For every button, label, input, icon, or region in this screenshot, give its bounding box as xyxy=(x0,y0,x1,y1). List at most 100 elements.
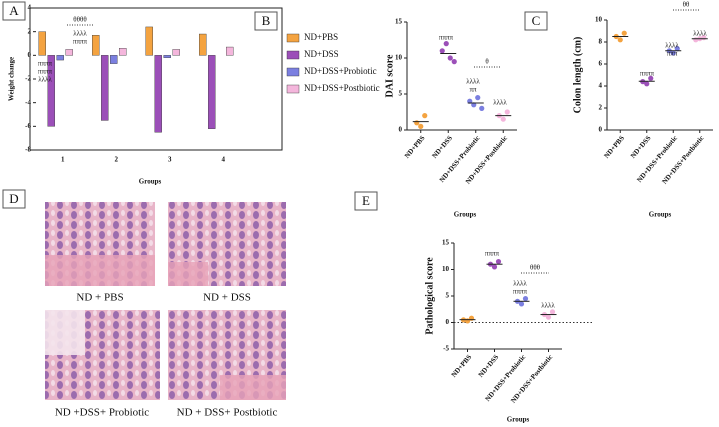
legend-swatch xyxy=(286,50,300,60)
panel-label-box xyxy=(2,1,26,21)
y-axis-title: Weight change xyxy=(8,57,16,101)
data-point xyxy=(504,109,510,115)
panel-label-box xyxy=(2,189,26,209)
histology-muscle xyxy=(45,255,155,286)
y-tick-label: 10 xyxy=(395,54,403,62)
y-tick-label: 6 xyxy=(599,60,603,68)
x-tick-label: ND+DSS xyxy=(629,134,653,160)
panel-label-box xyxy=(254,11,278,31)
panel-label-box xyxy=(524,11,548,31)
x-tick-label: ND+PBS xyxy=(450,353,474,379)
bar xyxy=(208,55,216,129)
data-point xyxy=(674,46,680,52)
significance-label: θ xyxy=(485,58,489,66)
x-tick-label: 3 xyxy=(168,156,172,164)
y-tick-label: 0 xyxy=(599,126,603,134)
bar xyxy=(145,26,153,56)
y-tick-label: 10 xyxy=(442,265,450,273)
legend-label: ND+DSS+Postbiotic xyxy=(304,83,380,93)
significance-label: ππππ xyxy=(38,68,53,76)
significance-label: λλλλ xyxy=(693,30,707,38)
x-tick-label: 1 xyxy=(61,156,65,164)
data-point xyxy=(479,105,485,111)
data-point xyxy=(495,258,502,265)
significance-label: ππππ xyxy=(73,38,88,46)
significance-label: λλλλ xyxy=(541,302,555,310)
panel-label: A xyxy=(9,3,19,18)
image-caption: ND +DSS+ Probiotic xyxy=(55,407,149,419)
significance-label: ππ xyxy=(469,86,477,94)
bar xyxy=(172,49,180,56)
bar xyxy=(47,55,55,127)
y-tick-label: -2 xyxy=(25,75,31,83)
significance-label: θθθ xyxy=(530,264,541,272)
bar xyxy=(38,31,46,56)
data-point xyxy=(670,50,676,56)
y-tick-label: 0 xyxy=(399,126,403,134)
significance-label: λλλλ xyxy=(493,99,507,107)
data-point xyxy=(491,264,498,270)
y-axis-title: Colon length (cm) xyxy=(572,37,583,114)
bar xyxy=(110,55,118,64)
bar xyxy=(119,48,127,56)
data-point xyxy=(422,113,428,119)
y-tick-label: 0 xyxy=(446,318,450,326)
x-axis-title: Groups xyxy=(454,211,477,219)
data-point xyxy=(648,75,654,81)
data-point xyxy=(475,95,481,101)
y-tick-label: 2 xyxy=(599,104,603,112)
significance-label: ππππ xyxy=(513,288,528,296)
data-point xyxy=(439,48,445,54)
legend-swatch xyxy=(286,67,300,77)
y-tick-label: 10 xyxy=(595,16,603,24)
legend-label: ND+PBS xyxy=(304,32,338,42)
histology-muscle xyxy=(220,375,286,400)
significance-label: θθθθ xyxy=(73,16,87,24)
y-tick-label: 5 xyxy=(399,90,403,98)
y-axis-title: DAI score xyxy=(384,54,395,97)
significance-label: πππ xyxy=(667,50,678,58)
y-tick-label: 15 xyxy=(395,18,403,26)
bar xyxy=(92,35,100,56)
y-axis-title: Pathological score xyxy=(424,257,435,335)
panel-label: C xyxy=(532,13,541,28)
bar xyxy=(163,55,171,58)
bar xyxy=(101,55,109,121)
significance-label: λλλλ xyxy=(466,78,480,86)
significance-label: λλλλ xyxy=(73,30,87,38)
data-point xyxy=(644,81,650,87)
y-tick-label: -4 xyxy=(25,98,31,106)
data-point xyxy=(443,41,449,47)
panel-label: D xyxy=(9,191,18,206)
data-point xyxy=(522,296,529,302)
legend-swatch xyxy=(286,33,300,43)
panel-label: B xyxy=(262,13,271,28)
y-tick-label: 5 xyxy=(446,292,450,300)
significance-label: ππππ xyxy=(38,60,53,68)
legend-swatch xyxy=(286,84,300,94)
data-point xyxy=(549,309,556,315)
x-axis-title: Groups xyxy=(507,416,530,424)
image-caption: ND + DSS+ Postbiotic xyxy=(177,407,278,419)
x-tick-label: ND+PBS xyxy=(603,134,627,160)
bar xyxy=(226,46,234,56)
histology-muscle xyxy=(168,262,208,286)
image-caption: ND + DSS xyxy=(203,292,251,304)
legend-label: ND+DSS+Probiotic xyxy=(304,66,377,76)
bar xyxy=(56,55,64,61)
data-point xyxy=(518,301,525,307)
significance-label: ππππ xyxy=(640,70,655,78)
significance-label: λλλλ xyxy=(665,42,679,50)
data-point xyxy=(621,30,627,36)
image-caption: ND + PBS xyxy=(76,292,123,304)
bar xyxy=(199,33,207,56)
x-tick-label: ND+DSS xyxy=(431,134,455,160)
bar xyxy=(154,55,162,133)
data-point xyxy=(617,37,623,43)
panel-label: E xyxy=(362,193,370,208)
significance-label: θθ xyxy=(683,1,690,9)
x-tick-label: ND+DSS xyxy=(477,353,501,379)
significance-label: ππππ xyxy=(485,250,500,258)
x-tick-label: ND+PBS xyxy=(403,134,427,160)
